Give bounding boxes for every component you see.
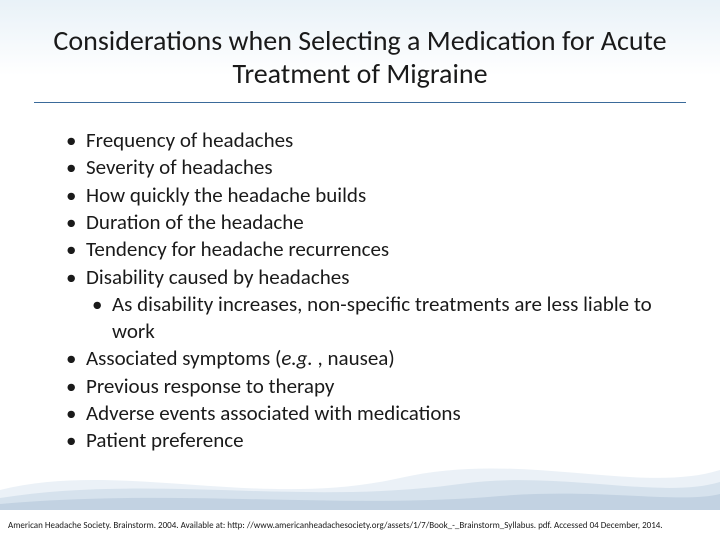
list-item-text: How quickly the headache builds <box>86 182 366 208</box>
list-item: Duration of the headache <box>60 209 686 236</box>
list-item-text-italic: e.g. <box>281 345 312 371</box>
list-item-text: Patient preference <box>86 427 244 453</box>
list-item-text: Adverse events associated with medicatio… <box>86 400 461 426</box>
list-item: Patient preference <box>60 427 686 454</box>
bullet-list: Frequency of headachesSeverity of headac… <box>60 127 686 455</box>
list-item-text: Frequency of headaches <box>86 127 293 153</box>
list-item-text: Associated symptoms ( <box>86 345 281 371</box>
list-item: Severity of headaches <box>60 154 686 181</box>
list-item: Tendency for headache recurrences <box>60 236 686 263</box>
list-item: Associated symptoms (e.g. , nausea) <box>60 345 686 372</box>
list-item: Adverse events associated with medicatio… <box>60 400 686 427</box>
sub-list-item: As disability increases, non-specific tr… <box>86 291 686 346</box>
slide-content: Frequency of headachesSeverity of headac… <box>34 127 686 455</box>
list-item: Disability caused by headachesAs disabil… <box>60 264 686 346</box>
list-item-text: Duration of the headache <box>86 209 304 235</box>
list-item-text: Tendency for headache recurrences <box>86 236 389 262</box>
citation-footer: American Headache Society. Brainstorm. 2… <box>8 520 712 532</box>
list-item-text: Severity of headaches <box>86 154 273 180</box>
list-item-text: Previous response to therapy <box>86 373 334 399</box>
slide: Considerations when Selecting a Medicati… <box>0 0 720 540</box>
list-item: How quickly the headache builds <box>60 182 686 209</box>
list-item: Frequency of headaches <box>60 127 686 154</box>
list-item-text: , nausea) <box>313 345 395 371</box>
list-item: Previous response to therapy <box>60 373 686 400</box>
sub-list: As disability increases, non-specific tr… <box>86 291 686 346</box>
list-item-text: Disability caused by headaches <box>86 264 349 290</box>
slide-title: Considerations when Selecting a Medicati… <box>34 24 686 103</box>
